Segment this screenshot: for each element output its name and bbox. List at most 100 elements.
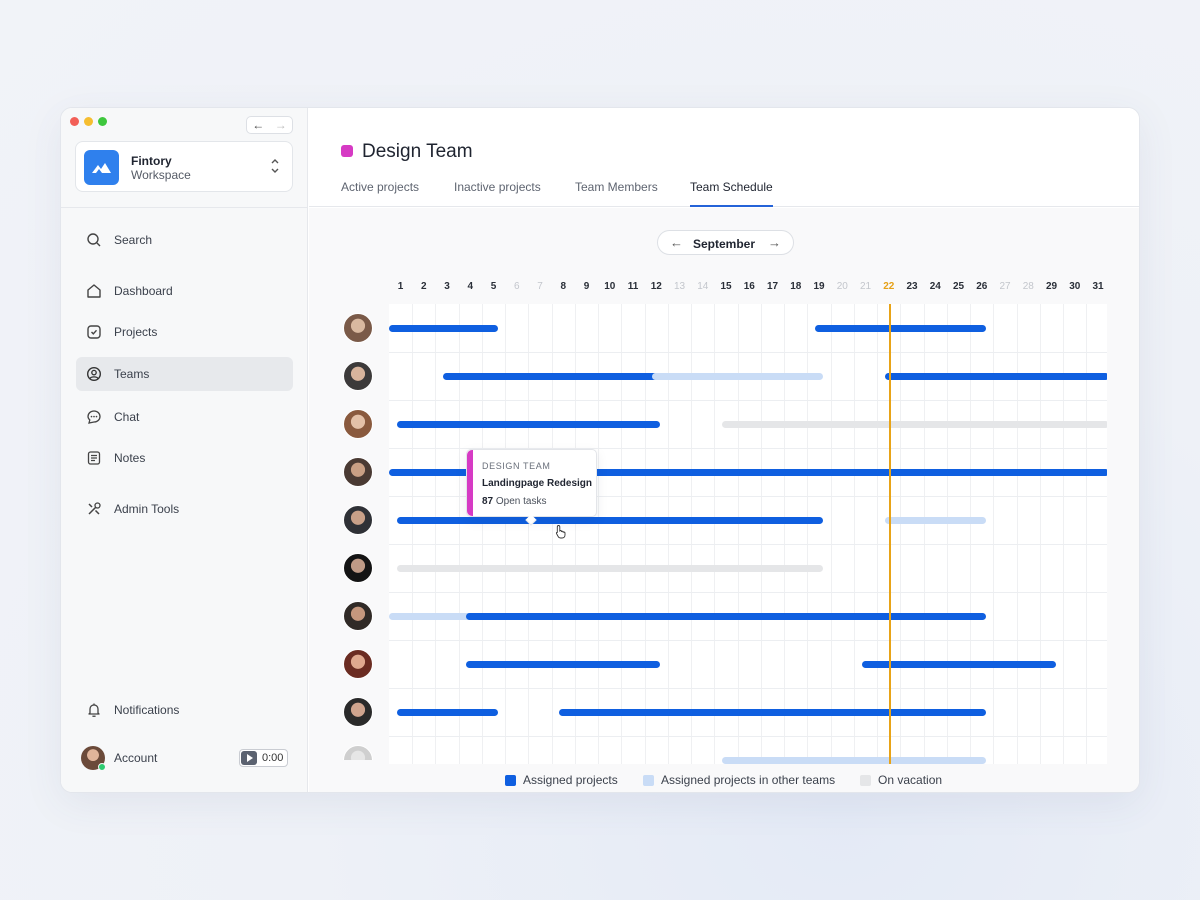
tooltip-task-label: Open tasks	[495, 496, 547, 507]
grid-column-line	[1016, 304, 1018, 764]
schedule-bar-assigned[interactable]	[389, 468, 498, 476]
online-status-dot	[98, 763, 106, 771]
schedule-bar-assigned[interactable]	[396, 516, 823, 524]
sidebar-item-account[interactable]: Account	[106, 741, 226, 775]
schedule-area: ← September → 1 2 3 4 5 6 7 8 9 10 11 12 13 14 15 16 17 1…	[309, 208, 1139, 792]
member-avatar[interactable]	[343, 649, 373, 679]
schedule-bar-assigned[interactable]	[396, 420, 661, 428]
sidebar-item-notes[interactable]: Notes	[76, 441, 293, 475]
schedule-bar-vacation[interactable]	[722, 420, 1107, 428]
member-avatar[interactable]	[343, 457, 373, 487]
day-label: 25	[952, 281, 965, 292]
tab-team-schedule[interactable]: Team Schedule	[690, 180, 773, 194]
schedule-bar-other[interactable]	[884, 516, 986, 524]
day-label: 10	[604, 281, 616, 292]
forward-arrow-icon[interactable]: →	[274, 118, 287, 132]
tab-active-projects[interactable]: Active projects	[341, 180, 420, 194]
legend-swatch	[643, 774, 654, 786]
day-label: 22	[883, 281, 895, 292]
previous-month-arrow-icon[interactable]: ←	[670, 235, 683, 250]
grid-column-line	[412, 304, 414, 764]
schedule-bar-vacation[interactable]	[396, 564, 823, 572]
day-label: 26	[976, 281, 988, 292]
grid-column-line	[505, 304, 507, 764]
schedule-bar-other[interactable]	[389, 612, 475, 620]
notes-icon	[87, 451, 101, 465]
chevron-up-down-icon	[271, 159, 279, 173]
schedule-bar-assigned[interactable]	[559, 468, 1107, 476]
member-avatar[interactable]	[343, 313, 373, 343]
schedule-bar-assigned[interactable]	[466, 660, 661, 668]
sidebar-item-label: Teams	[114, 367, 150, 381]
grid-row-line	[389, 688, 1107, 689]
grid-column-line	[946, 304, 948, 764]
day-label: 16	[743, 281, 755, 292]
back-arrow-icon[interactable]: ←	[252, 118, 265, 132]
home-icon	[87, 284, 101, 298]
legend-swatch	[505, 774, 516, 786]
day-label: 7	[537, 281, 543, 292]
sidebar-item-projects[interactable]: Projects	[76, 315, 293, 349]
sidebar-item-dashboard[interactable]: Dashboard	[76, 274, 293, 308]
schedule-bar-assigned[interactable]	[861, 660, 1056, 668]
next-month-arrow-icon[interactable]: →	[768, 235, 781, 250]
sidebar-item-chat[interactable]: Chat	[76, 400, 293, 434]
member-avatar[interactable]	[343, 697, 373, 727]
team-color-dot	[341, 145, 353, 157]
maximize-window-button[interactable]	[98, 117, 107, 126]
grid-column-line	[877, 304, 879, 764]
member-avatar[interactable]	[343, 361, 373, 391]
legend-item: Assigned projects in other teams	[643, 773, 835, 787]
grid-column-line	[737, 304, 739, 764]
day-label: 3	[444, 281, 450, 292]
grid-column-line	[598, 304, 600, 764]
sidebar-item-notifications[interactable]: Notifications	[76, 693, 293, 727]
grid-column-line	[458, 304, 460, 764]
tooltip-team: DESIGN TEAM	[482, 461, 551, 471]
legend: Assigned projects Assigned projects in ot…	[309, 766, 1139, 792]
member-avatar[interactable]	[343, 601, 373, 631]
grid-column-line	[830, 304, 832, 764]
legend-item: Assigned projects	[505, 773, 618, 787]
timer-button[interactable]: 0:00	[239, 749, 288, 767]
schedule-bar-assigned[interactable]	[466, 612, 986, 620]
sidebar-item-label: Admin Tools	[114, 502, 180, 516]
tab-team-members[interactable]: Team Members	[575, 180, 658, 194]
member-avatar[interactable]	[343, 409, 373, 439]
schedule-bar-assigned[interactable]	[815, 324, 986, 332]
schedule-bar-assigned[interactable]	[389, 324, 498, 332]
member-avatar[interactable]	[343, 553, 373, 583]
sidebar-item-teams[interactable]: Teams	[76, 357, 293, 391]
grid-column-line	[923, 304, 925, 764]
sidebar-item-admin-tools[interactable]: Admin Tools	[76, 492, 293, 526]
sidebar-item-label: Dashboard	[114, 284, 173, 298]
play-icon	[241, 751, 257, 765]
grid-column-line	[970, 304, 972, 764]
schedule-bar-other[interactable]	[722, 756, 986, 764]
grid-row-line	[389, 736, 1107, 737]
close-window-button[interactable]	[70, 117, 79, 126]
member-avatar[interactable]	[343, 505, 373, 535]
schedule-bar-assigned[interactable]	[443, 372, 661, 380]
tab-inactive-projects[interactable]: Inactive projects	[454, 180, 541, 194]
app-window: ← → Fintory Workspace Search	[60, 107, 1140, 793]
day-label: 5	[490, 281, 497, 292]
tools-icon	[88, 502, 101, 515]
schedule-bar-assigned[interactable]	[396, 708, 498, 716]
schedule-bar-assigned[interactable]	[884, 372, 1107, 380]
day-label: 1	[397, 281, 404, 292]
grid-column-line	[1086, 304, 1088, 764]
day-label: 18	[790, 281, 802, 292]
legend-label: Assigned projects in other teams	[661, 773, 836, 787]
minimize-window-button[interactable]	[84, 117, 93, 126]
grid-row-line	[389, 448, 1107, 449]
sidebar-item-search[interactable]: Search	[76, 223, 293, 257]
tooltip-project: Landingpage Redesign	[482, 478, 593, 489]
day-label: 6	[513, 281, 520, 292]
workspace-switcher[interactable]: Fintory Workspace	[75, 141, 293, 192]
schedule-bar-assigned[interactable]	[559, 708, 986, 716]
schedule-bar-other[interactable]	[652, 372, 823, 380]
grid-column-line	[574, 304, 576, 764]
grid-column-line	[807, 304, 809, 764]
day-label: 12	[650, 281, 662, 292]
